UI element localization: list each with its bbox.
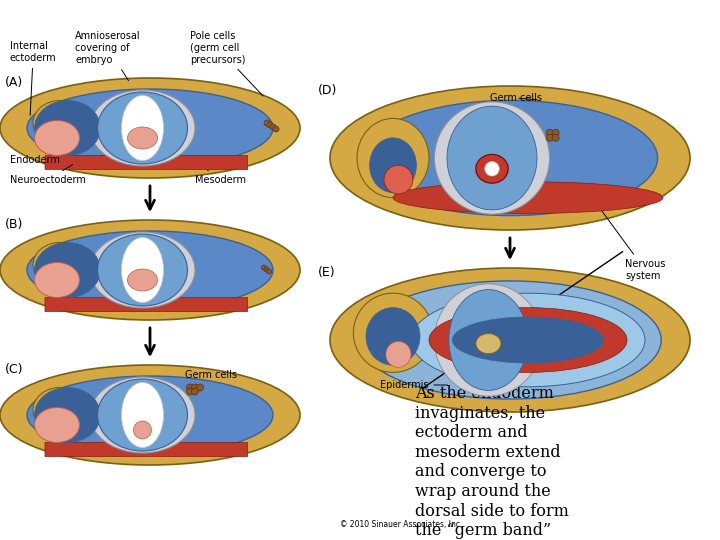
Ellipse shape [127, 269, 158, 291]
Ellipse shape [429, 308, 627, 373]
Ellipse shape [357, 118, 429, 198]
Ellipse shape [476, 334, 501, 354]
Ellipse shape [122, 96, 163, 160]
Text: Mesoderm: Mesoderm [195, 170, 246, 185]
Text: As the endoderm
invaginates, the
ectoderm and
mesoderm extend
and converge to
wr: As the endoderm invaginates, the ectoder… [415, 385, 569, 539]
Text: (A): (A) [5, 76, 23, 89]
Text: Germ cells: Germ cells [490, 93, 542, 103]
Text: Internal
ectoderm: Internal ectoderm [10, 41, 57, 115]
Ellipse shape [97, 234, 187, 306]
FancyBboxPatch shape [45, 298, 248, 312]
Ellipse shape [362, 100, 657, 215]
Ellipse shape [330, 268, 690, 412]
Ellipse shape [27, 231, 273, 309]
Ellipse shape [33, 388, 87, 433]
Ellipse shape [267, 122, 273, 128]
Ellipse shape [33, 100, 87, 145]
Ellipse shape [552, 134, 559, 141]
Ellipse shape [261, 265, 266, 270]
Ellipse shape [452, 317, 603, 363]
Ellipse shape [133, 421, 151, 439]
Ellipse shape [393, 182, 663, 213]
Ellipse shape [384, 165, 413, 194]
FancyBboxPatch shape [45, 156, 248, 170]
Ellipse shape [434, 102, 549, 214]
Ellipse shape [0, 365, 300, 465]
Ellipse shape [90, 377, 195, 453]
Ellipse shape [447, 106, 537, 210]
Text: Epidermis: Epidermis [380, 380, 447, 390]
Ellipse shape [27, 89, 273, 167]
FancyBboxPatch shape [45, 442, 248, 456]
Ellipse shape [330, 86, 690, 230]
Ellipse shape [35, 388, 101, 442]
Ellipse shape [476, 154, 508, 183]
Ellipse shape [122, 382, 163, 448]
Ellipse shape [270, 124, 276, 130]
Ellipse shape [369, 138, 416, 193]
Ellipse shape [359, 281, 661, 399]
Ellipse shape [35, 242, 101, 298]
Ellipse shape [449, 289, 528, 390]
Ellipse shape [546, 129, 553, 136]
Text: Endoderm: Endoderm [10, 149, 60, 165]
Ellipse shape [546, 134, 553, 141]
Ellipse shape [35, 408, 79, 442]
Ellipse shape [273, 126, 279, 132]
Ellipse shape [264, 120, 270, 126]
Ellipse shape [264, 267, 269, 272]
Text: Drosophila: Drosophila [238, 6, 407, 34]
Ellipse shape [97, 92, 187, 164]
Text: (C): (C) [5, 363, 24, 376]
Ellipse shape [0, 78, 300, 178]
Ellipse shape [197, 384, 204, 391]
Text: (E): (E) [318, 266, 336, 279]
Ellipse shape [434, 284, 542, 396]
Ellipse shape [33, 242, 87, 287]
Ellipse shape [127, 127, 158, 149]
Ellipse shape [35, 100, 101, 156]
Text: Nervous
system: Nervous system [587, 190, 665, 281]
Text: Amnioserosal
covering of
embryo: Amnioserosal covering of embryo [75, 31, 140, 80]
Ellipse shape [386, 341, 411, 367]
Text: © 2010 Sinauer Associates, Inc.: © 2010 Sinauer Associates, Inc. [340, 520, 462, 529]
Ellipse shape [97, 379, 187, 451]
Text: (B): (B) [5, 218, 23, 231]
Text: Neuroectoderm: Neuroectoderm [10, 165, 86, 185]
Ellipse shape [0, 220, 300, 320]
Ellipse shape [192, 388, 199, 395]
Ellipse shape [192, 384, 199, 391]
Text: Pole cells
(germ cell
precursors): Pole cells (germ cell precursors) [190, 31, 263, 96]
Ellipse shape [186, 388, 194, 395]
Text: Germ Cell Migration:: Germ Cell Migration: [6, 6, 340, 34]
Ellipse shape [90, 90, 195, 166]
Ellipse shape [366, 308, 420, 365]
Ellipse shape [122, 238, 163, 302]
Ellipse shape [485, 161, 499, 176]
Text: (D): (D) [318, 84, 338, 97]
Ellipse shape [35, 120, 79, 156]
Ellipse shape [35, 262, 79, 298]
Ellipse shape [186, 384, 194, 391]
Ellipse shape [90, 232, 195, 308]
Text: Germ cells: Germ cells [185, 370, 237, 385]
Ellipse shape [27, 376, 273, 454]
Ellipse shape [354, 293, 433, 373]
Ellipse shape [411, 293, 645, 387]
Ellipse shape [266, 269, 271, 274]
Ellipse shape [552, 129, 559, 136]
